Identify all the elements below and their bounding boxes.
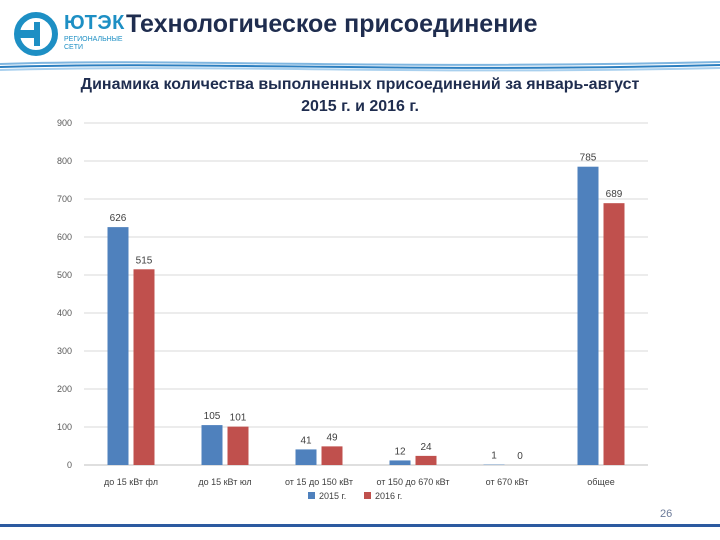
- data-label: 41: [300, 435, 312, 446]
- bar: [227, 426, 249, 465]
- legend-swatch: [364, 492, 371, 499]
- data-label: 626: [110, 213, 127, 224]
- bar: [389, 460, 411, 465]
- chart-title-line-1: Динамика количества выполненных присоеди…: [80, 76, 640, 93]
- chart-title: Динамика количества выполненных присоеди…: [40, 74, 680, 118]
- bar-chart: 0 100 200 300 400 500 600 700 800 900 626 515 до 15 …: [57, 118, 648, 501]
- data-label: 515: [136, 255, 153, 266]
- y-tick-label: 800: [57, 156, 72, 166]
- y-tick-label: 400: [57, 308, 72, 318]
- data-label: 105: [204, 411, 221, 422]
- y-tick-label: 600: [57, 232, 72, 242]
- legend-label: 2016 г.: [375, 491, 402, 501]
- x-tick-label: от 15 до 150 кВт: [285, 477, 353, 487]
- header-wave-decoration: [0, 61, 720, 72]
- logo-subtitle: РЕГИОНАЛЬНЫЕ СЕТИ: [64, 36, 123, 51]
- x-tick-label: от 670 кВт: [486, 477, 529, 487]
- bar: [133, 269, 155, 465]
- data-label: 1: [491, 451, 497, 462]
- data-label: 689: [606, 189, 623, 200]
- bar: [321, 446, 343, 465]
- chart-title-line-2: 2015 г. и 2016 г.: [301, 98, 419, 115]
- data-label: 49: [326, 432, 338, 443]
- y-tick-label: 0: [67, 460, 72, 470]
- logo-text: ЮТЭК: [64, 12, 125, 34]
- data-label: 0: [517, 451, 523, 462]
- data-label: 101: [230, 413, 247, 424]
- bar: [201, 425, 223, 465]
- x-tick-label: до 15 кВт фл: [104, 477, 158, 487]
- slide-title: Технологическое присоединение: [126, 10, 538, 38]
- y-tick-label: 100: [57, 422, 72, 432]
- company-logo-icon: [14, 12, 58, 56]
- x-tick-label: от 150 до 670 кВт: [377, 477, 450, 487]
- data-label: 24: [420, 442, 432, 453]
- footer-divider: [0, 524, 720, 527]
- y-tick-label: 900: [57, 118, 72, 128]
- data-label: 12: [394, 446, 406, 457]
- bar: [603, 203, 625, 465]
- legend-swatch: [308, 492, 315, 499]
- x-tick-label: общее: [587, 477, 614, 487]
- bar: [107, 227, 129, 465]
- legend-label: 2015 г.: [319, 491, 346, 501]
- x-tick-label: до 15 кВт юл: [198, 477, 251, 487]
- y-tick-label: 500: [57, 270, 72, 280]
- y-tick-label: 300: [57, 346, 72, 356]
- y-tick-label: 700: [57, 194, 72, 204]
- bar: [577, 166, 599, 465]
- bar: [295, 449, 317, 465]
- y-tick-label: 200: [57, 384, 72, 394]
- bar: [415, 455, 437, 465]
- page-number: 26: [660, 508, 673, 520]
- data-label: 785: [580, 153, 597, 164]
